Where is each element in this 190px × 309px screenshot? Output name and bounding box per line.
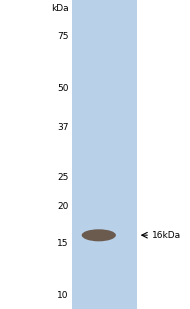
Text: 37: 37 [57,123,68,132]
Text: 50: 50 [57,84,68,93]
Bar [72,0,137,309]
Text: 25: 25 [57,173,68,182]
Text: 20: 20 [57,202,68,211]
Text: 16kDa: 16kDa [152,231,181,240]
Text: 75: 75 [57,32,68,41]
Text: 15: 15 [57,239,68,248]
Text: 10: 10 [57,291,68,300]
Ellipse shape [82,229,116,241]
Text: kDa: kDa [51,4,68,13]
